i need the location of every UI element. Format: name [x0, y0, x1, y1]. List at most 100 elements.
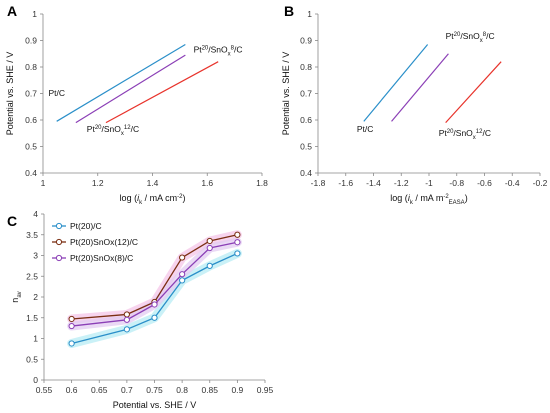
y-tick-label: 0.5	[300, 142, 312, 152]
y-tick-label: 0.8	[25, 62, 37, 72]
x-tick-label: -1.8	[311, 178, 326, 188]
text-part: i	[408, 193, 411, 203]
panel-c: C 0 0.5 1 1.5 2 2.5 3 3.5 4 0.55 0.6 0.65 0.7 0.75 0.8 0…	[7, 209, 274, 410]
text-part: x	[228, 51, 231, 57]
text-part: /SnO	[460, 31, 480, 41]
y-axis-title: nav	[10, 291, 23, 302]
x-axis-title: Potential vs. SHE / V	[113, 400, 197, 410]
text-part: i	[137, 193, 140, 203]
text-part: log (	[120, 193, 138, 203]
text-part: /SnO	[453, 128, 473, 138]
text-part: av	[17, 291, 23, 297]
data-point	[234, 231, 241, 238]
text-part: -2	[177, 194, 183, 200]
text-part: 12	[124, 125, 131, 131]
y-tick-label: 3	[33, 251, 38, 261]
text-part: 20	[95, 125, 102, 131]
y-tick-label: 0.6	[25, 115, 37, 125]
text-part: / mA cm	[142, 193, 177, 203]
data-point	[234, 250, 241, 257]
y-tick-label: 0.9	[25, 36, 37, 46]
text-part: k	[410, 200, 414, 206]
x-tick-label: -0.6	[477, 178, 492, 188]
x-tick-label: 0.85	[201, 385, 218, 395]
y-tick-label: 4	[33, 209, 38, 219]
x-tick-label: -1.4	[366, 178, 381, 188]
y-tick-label: 1.5	[26, 313, 38, 323]
text-part: /SnO	[102, 124, 122, 134]
text-part: /C	[234, 44, 243, 54]
y-tick-label: 0.4	[300, 168, 312, 178]
text-part: Pt	[446, 31, 455, 41]
data-point	[179, 271, 186, 278]
series-line	[391, 53, 449, 122]
text-part: 8	[231, 45, 235, 51]
annotation-label: Pt/C	[357, 124, 374, 134]
x-tick-label: 0.6	[66, 385, 78, 395]
y-tick-label: 2	[33, 292, 38, 302]
series-line	[56, 43, 186, 122]
x-axis-title: log (ik / mA m-2EASA)	[390, 193, 467, 206]
y-tick-label: 2.5	[26, 271, 38, 281]
panel-letter: A	[7, 3, 17, 19]
data-point	[179, 277, 186, 284]
x-tick-label: -1.6	[338, 178, 353, 188]
data-point	[206, 237, 213, 245]
series-line	[71, 241, 238, 327]
legend-entry: Pt(20)SnOx(8)/C	[70, 253, 133, 263]
x-tick-label: -1	[425, 178, 433, 188]
series-line	[75, 54, 186, 124]
annotation-label: Pt20/SnOx8/C	[446, 31, 495, 44]
data-point	[68, 315, 75, 323]
x-tick-label: 0.9	[231, 385, 243, 395]
data-point	[179, 254, 186, 261]
x-tick-label: 1.8	[256, 178, 268, 188]
legend-entry: Pt(20)/C	[70, 221, 102, 231]
y-tick-label: 0.6	[300, 115, 312, 125]
y-tick-label: 0.4	[25, 168, 37, 178]
x-tick-label: -1.2	[394, 178, 409, 188]
x-tick-label: -0.2	[533, 178, 548, 188]
text-part: Pt	[87, 124, 96, 134]
text-part: 12	[476, 129, 483, 135]
x-tick-label: 0.7	[121, 385, 133, 395]
series-line	[105, 61, 219, 124]
text-part: k	[139, 200, 143, 206]
x-tick-label: -0.8	[449, 178, 464, 188]
x-tick-label: 1	[41, 178, 46, 188]
panel-letter: C	[7, 213, 17, 229]
series-line	[71, 252, 238, 345]
y-tick-label: 0.8	[300, 62, 312, 72]
text-part: -2	[443, 194, 449, 200]
y-tick-label: 0.7	[300, 89, 312, 99]
x-axis-title: log (ik / mA cm-2)	[120, 193, 186, 206]
data-point	[206, 244, 213, 252]
panel-b: B 0.4 0.5 0.6 0.7 0.8 0.9 1 -1.8 -1.6 -1.4 -1.2 -1 -0…	[281, 3, 548, 206]
text-part: )	[465, 193, 468, 203]
text-part: /C	[482, 128, 491, 138]
text-part: 8	[483, 32, 487, 38]
data-point	[206, 262, 213, 269]
y-tick-label: 3.5	[26, 230, 38, 240]
series-line	[445, 61, 502, 124]
text-part: 20	[447, 129, 454, 135]
text-part: /C	[131, 124, 140, 134]
panel-a: A 0.4 0.5 0.6 0.7 0.8 0.9 1 1 1.2 1.4 1.6 1.8 log (ik…	[5, 3, 268, 206]
annotation-label: Pt20/SnOx12/C	[87, 124, 139, 137]
series-line	[71, 234, 238, 320]
data-point	[151, 301, 158, 308]
text-part: Pt	[194, 44, 203, 54]
y-tick-label: 1	[32, 9, 37, 19]
text-part: x	[121, 131, 124, 137]
series-line	[363, 44, 429, 122]
x-tick-label: 0.95	[257, 385, 274, 395]
text-part: x	[480, 38, 483, 44]
x-tick-label: 0.75	[146, 385, 163, 395]
data-point	[234, 239, 241, 246]
panel-letter: B	[284, 3, 294, 19]
data-point	[123, 311, 130, 318]
data-point	[123, 316, 130, 323]
x-tick-label: 1.6	[201, 178, 213, 188]
y-tick-label: 0	[33, 375, 38, 385]
